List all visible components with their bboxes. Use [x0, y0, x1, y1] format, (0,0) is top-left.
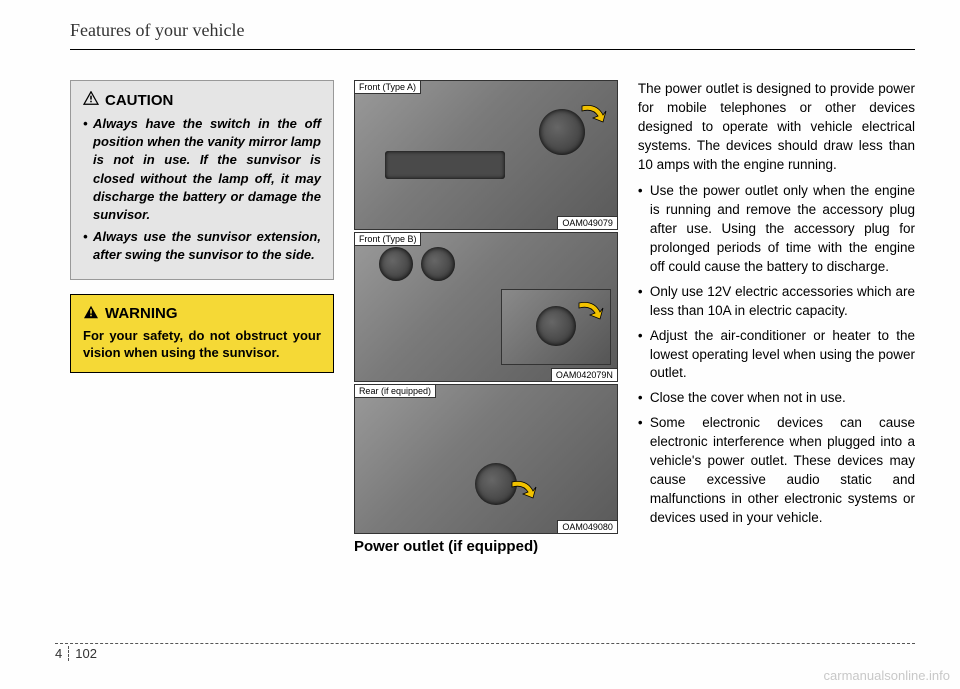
- figure-code: OAM049079: [557, 216, 618, 230]
- section-title: Features of your vehicle: [70, 20, 915, 41]
- page-number: 102: [69, 646, 97, 661]
- arrow-icon: [509, 479, 537, 499]
- figure-code: OAM049080: [557, 520, 618, 534]
- middle-column: Front (Type A) OAM049079 Front (Type B): [354, 80, 618, 555]
- footer-divider: [55, 643, 915, 644]
- arrow-icon: [579, 103, 607, 123]
- power-outlet-icon: [379, 247, 413, 281]
- list-item: Some electronic devices can cause electr…: [638, 414, 915, 527]
- figure-rear: Rear (if equipped) OAM049080: [354, 384, 618, 534]
- figure-front-a: Front (Type A) OAM049079: [354, 80, 618, 230]
- caution-box: CAUTION Always have the switch in the of…: [70, 80, 334, 280]
- caution-item: Always have the switch in the off positi…: [83, 115, 321, 224]
- figure-label: Front (Type B): [354, 232, 422, 246]
- warning-heading: WARNING: [83, 305, 321, 323]
- power-outlet-icon: [421, 247, 455, 281]
- arrow-icon: [576, 300, 604, 320]
- figure-image: [354, 384, 618, 534]
- figure-code: OAM042079N: [551, 368, 618, 382]
- page-header: Features of your vehicle: [70, 20, 915, 50]
- figure-front-b: Front (Type B) OAM042079N: [354, 232, 618, 382]
- right-column: The power outlet is designed to provide …: [638, 80, 915, 555]
- power-outlet-icon: [536, 306, 576, 346]
- list-item: Use the power outlet only when the engin…: [638, 182, 915, 276]
- warning-box: WARNING For your safety, do not obstruct…: [70, 294, 334, 373]
- figure-label: Rear (if equipped): [354, 384, 436, 398]
- left-column: CAUTION Always have the switch in the of…: [70, 80, 334, 555]
- list-item: Adjust the air-conditioner or heater to …: [638, 327, 915, 384]
- page-number-row: 4 102: [55, 646, 915, 661]
- caution-item: Always use the sunvisor extension, after…: [83, 228, 321, 264]
- figure-image: [354, 80, 618, 230]
- page-footer: 4 102: [55, 643, 915, 661]
- watermark-text: carmanualsonline.info: [824, 668, 950, 683]
- warning-label: WARNING: [105, 305, 178, 322]
- figure-label: Front (Type A): [354, 80, 421, 94]
- chapter-number: 4: [55, 646, 69, 661]
- caution-label: CAUTION: [105, 92, 173, 109]
- caution-list: Always have the switch in the off positi…: [83, 115, 321, 265]
- manual-page: Features of your vehicle CAUTION Always …: [0, 0, 960, 689]
- panel-slot: [385, 151, 505, 179]
- figure-image: [354, 232, 618, 382]
- caution-heading: CAUTION: [83, 91, 321, 109]
- caution-icon: [83, 91, 99, 109]
- warning-icon: [83, 305, 99, 323]
- list-item: Close the cover when not in use.: [638, 389, 915, 408]
- usage-list: Use the power outlet only when the engin…: [638, 182, 915, 527]
- list-item: Only use 12V electric accessories which …: [638, 283, 915, 321]
- figure-caption: Power outlet (if equipped): [354, 538, 618, 555]
- content-columns: CAUTION Always have the switch in the of…: [70, 80, 915, 555]
- warning-text: For your safety, do not obstruct your vi…: [83, 327, 321, 362]
- figure-inset: [501, 289, 611, 365]
- intro-paragraph: The power outlet is designed to provide …: [638, 80, 915, 174]
